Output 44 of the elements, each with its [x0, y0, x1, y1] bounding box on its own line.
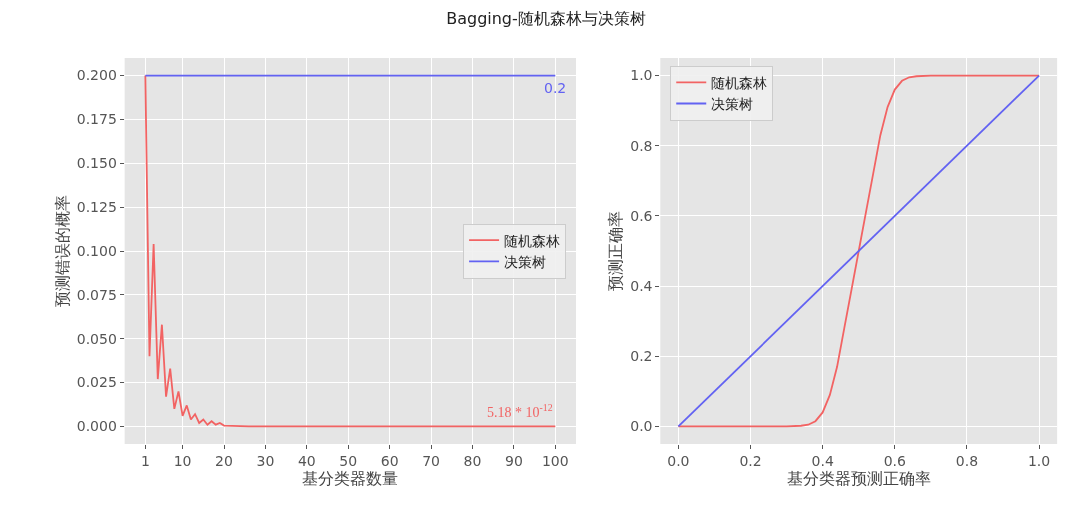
x-tick-label: 0.2	[739, 452, 762, 469]
y-tick-label: 0.100	[76, 242, 117, 259]
y-tick-label: 0.6	[630, 207, 653, 224]
x-tick-label: 70	[422, 452, 440, 469]
y-tick-label: 0.075	[76, 286, 117, 303]
y-tick-label: 1.0	[630, 67, 653, 84]
y-tick-label: 0.2	[630, 348, 653, 365]
x-tick-label: 0.8	[955, 452, 979, 469]
x-tick-label: 10	[173, 452, 192, 469]
y-axis-title: 预测错误的概率	[52, 195, 72, 307]
y-tick-label: 0.200	[76, 67, 117, 84]
y-tick-label: 0.050	[76, 330, 117, 347]
legend-label: 随机森林	[711, 74, 768, 91]
x-tick-label: 0.4	[811, 452, 834, 469]
x-tick-label: 0.6	[883, 452, 907, 469]
x-tick-label: 1.0	[1027, 452, 1051, 469]
x-tick-label: 80	[463, 452, 482, 469]
y-axis-title: 预测正确率	[606, 211, 626, 291]
y-tick-label: 0.4	[630, 277, 653, 294]
x-tick-label: 50	[339, 452, 358, 469]
y-tick-label: 0.8	[630, 137, 653, 154]
line-series	[677, 74, 1040, 428]
x-tick-label: 20	[215, 452, 233, 469]
y-tick-label: 0.125	[76, 199, 117, 216]
x-axis-title: 基分类器预测正确率	[786, 468, 931, 488]
legend-label: 随机森林	[504, 232, 561, 249]
chart-title: Bagging-随机森林与决策树	[446, 8, 646, 28]
legend-label: 决策树	[711, 95, 754, 112]
y-tick-label: 0.175	[76, 111, 117, 128]
y-tick-label: 0.000	[76, 418, 117, 435]
x-tick-label: 90	[504, 452, 523, 469]
x-tick-label: 40	[297, 452, 316, 469]
y-tick-label: 0.0	[630, 418, 653, 435]
annotation: 5.18 * 10$^{-12}$	[487, 402, 553, 420]
legend-label: 决策树	[504, 253, 547, 270]
x-tick-label: 100	[541, 452, 569, 469]
x-axis-title: 基分类器数量	[302, 468, 399, 488]
y-tick-label: 0.025	[76, 374, 117, 391]
x-tick-label: 1	[140, 452, 150, 469]
x-tick-label: 30	[256, 452, 275, 469]
x-tick-label: 0.0	[667, 452, 690, 469]
y-tick-label: 0.150	[76, 155, 117, 172]
annotation: 0.2	[544, 80, 567, 96]
x-tick-label: 60	[380, 452, 399, 469]
